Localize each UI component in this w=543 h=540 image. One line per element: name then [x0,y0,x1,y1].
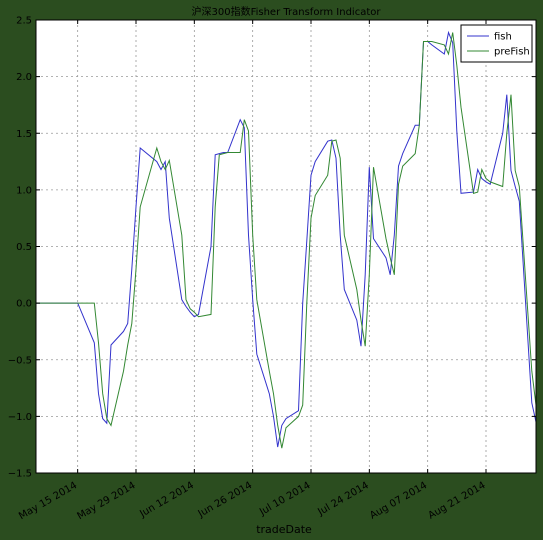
y-tick-label: −1.0 [8,412,32,423]
x-tick-label: Jun 12 2014 [137,480,195,520]
x-tick-label: May 15 2014 [17,480,79,522]
series-layer [36,30,537,449]
x-tick-label: Jul 24 2014 [315,480,370,518]
x-axis-title: tradeDate [256,523,312,536]
y-tick-label: 1.5 [16,129,32,140]
x-tick-label: Jul 10 2014 [257,480,312,518]
y-tick-label: −0.5 [8,355,32,366]
chart-title: 沪深300指数Fisher Transform Indicator [192,5,382,18]
x-tick-label: Aug 07 2014 [368,480,429,522]
y-tick-label: 0.5 [16,242,32,253]
y-tick-label: 1.0 [16,185,32,196]
legend-label-fish: fish [494,32,512,43]
y-axis: −1.5 −1.0 −0.5 0.0 0.5 1.0 1.5 2.0 2.5 [8,16,536,480]
legend: fish preFish [460,24,533,63]
x-tick-label: Jun 26 2014 [196,480,254,520]
legend-label-preFish: preFish [494,47,530,58]
y-tick-label: 0.0 [16,299,32,310]
series-line-fish [36,30,537,448]
series-line-preFish [36,32,537,449]
y-tick-label: 2.5 [16,16,32,27]
y-tick-label: −1.5 [8,469,32,480]
x-tick-label: May 29 2014 [76,480,138,522]
grid-lines [36,20,536,473]
legend-box [460,24,533,63]
y-tick-label: 2.0 [16,72,32,83]
x-tick-label: Aug 21 2014 [427,480,488,522]
